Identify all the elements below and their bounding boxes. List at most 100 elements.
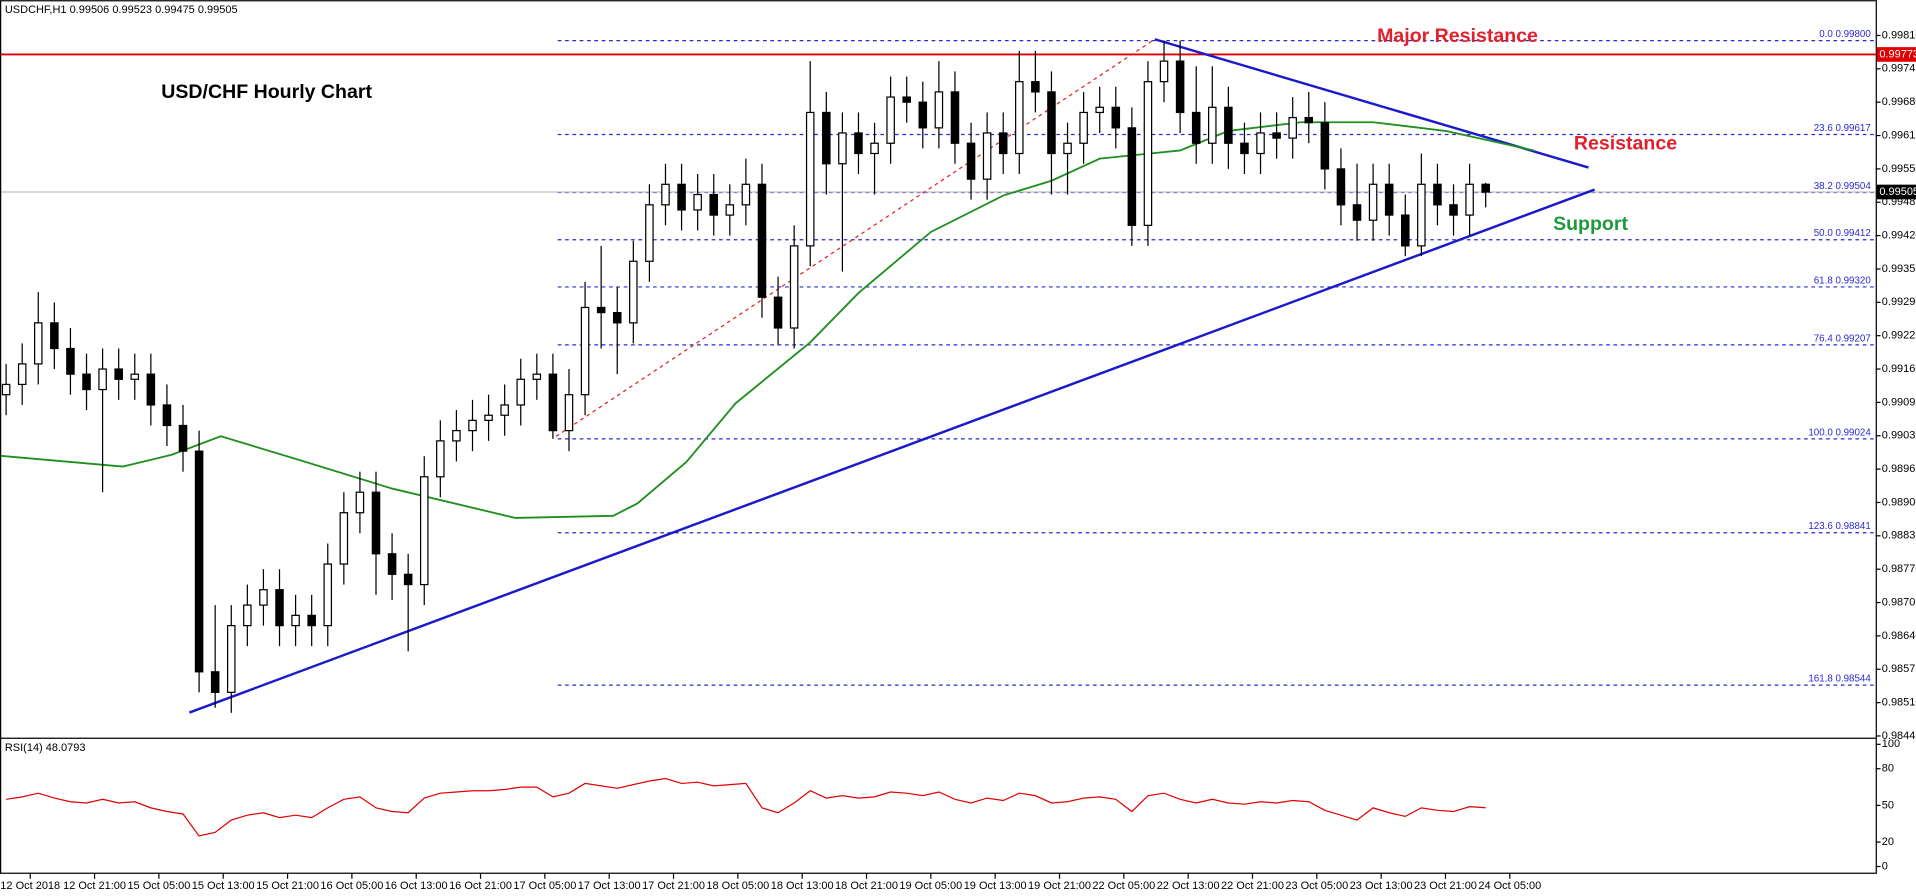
candle-body: [902, 96, 911, 103]
x-tick-label: 16 Oct 21:00: [449, 880, 512, 892]
candle-body: [1288, 116, 1297, 139]
candle-body: [1481, 183, 1490, 193]
fibonacci-label: 161.8 0.98544: [1808, 674, 1871, 685]
fibonacci-label: 38.2 0.99504: [1814, 181, 1872, 192]
annotation: Major Resistance: [1377, 25, 1538, 47]
x-tick-label: 22 Oct 13:00: [1157, 880, 1220, 892]
y-tick-label: 0.98835: [1882, 530, 1916, 542]
candle-body: [596, 306, 606, 314]
candle-body: [275, 589, 284, 627]
x-tick-label: 17 Oct 13:00: [578, 880, 641, 892]
chart-title: USD/CHF Hourly Chart: [161, 81, 372, 103]
candle-body: [98, 368, 107, 391]
fibonacci-label: 100.0 0.99024: [1808, 427, 1871, 438]
rsi-tick-label: 50: [1882, 799, 1894, 811]
candle-body: [178, 424, 188, 452]
candle-body: [1208, 106, 1217, 144]
fibonacci-base-line: [555, 38, 1156, 437]
annotation: Support: [1553, 213, 1628, 235]
candle-body: [355, 491, 365, 514]
x-tick-label: 15 Oct 13:00: [192, 880, 255, 892]
candle-body: [1063, 142, 1072, 155]
y-tick-label: 0.98445: [1882, 730, 1916, 742]
candle-body: [1031, 81, 1040, 93]
fibonacci-label: 76.4 0.99207: [1814, 333, 1871, 344]
x-tick-label: 22 Oct 21:00: [1221, 880, 1284, 892]
rsi-line: [6, 777, 1486, 837]
candle-body: [403, 573, 413, 586]
price-box-label: 0.99505: [1879, 186, 1916, 198]
candle-body: [789, 245, 799, 329]
y-tick-label: 0.98965: [1882, 463, 1916, 475]
candle-body: [966, 142, 976, 180]
plot-frame: [0, 0, 1877, 874]
x-tick-label: 18 Oct 13:00: [771, 880, 834, 892]
x-tick-label: 19 Oct 21:00: [1028, 880, 1091, 892]
candle-body: [130, 373, 140, 380]
y-tick-label: 0.99615: [1882, 129, 1916, 141]
fibonacci-label: 23.6 0.99617: [1814, 123, 1871, 134]
candle-body: [323, 563, 333, 627]
candle-body: [886, 96, 895, 144]
candle-body: [532, 373, 542, 380]
candle-body: [66, 347, 75, 375]
y-tick-label: 0.99095: [1882, 396, 1916, 408]
x-tick-label: 12 Oct 21:00: [63, 880, 126, 892]
candle-body: [1127, 127, 1137, 226]
candle-body: [870, 142, 879, 155]
fibonacci-label: 61.8 0.99320: [1814, 275, 1872, 286]
candle-body: [243, 604, 252, 627]
candle-body: [725, 204, 735, 216]
candle-body: [50, 322, 59, 350]
candle-body: [1449, 204, 1458, 216]
rsi-tick-label: 0: [1882, 860, 1888, 872]
y-tick-label: 0.98575: [1882, 663, 1916, 675]
candle-body: [950, 91, 960, 144]
x-tick-label: 15 Oct 21:00: [256, 880, 319, 892]
candle-body: [82, 373, 91, 391]
rsi-tick-label: 80: [1882, 763, 1894, 775]
candle-body: [1433, 183, 1442, 206]
candle-body: [1417, 183, 1426, 247]
candle-body: [548, 373, 558, 432]
candle-body: [419, 476, 429, 586]
candle-body: [998, 132, 1008, 155]
candle-body: [1400, 214, 1410, 247]
candle-body: [934, 91, 944, 129]
x-tick-label: 22 Oct 05:00: [1092, 880, 1155, 892]
candle-body: [1047, 91, 1056, 155]
candle-body: [259, 589, 268, 606]
x-tick-label: 23 Oct 13:00: [1350, 880, 1413, 892]
x-tick-label: 18 Oct 05:00: [706, 880, 769, 892]
candle-body: [709, 193, 719, 216]
candle-body: [500, 404, 509, 416]
candle-body: [1352, 204, 1362, 221]
x-tick-label: 19 Oct 13:00: [964, 880, 1027, 892]
rsi-title: RSI(14) 48.0793: [5, 742, 86, 754]
candle-body: [226, 625, 236, 693]
candle-body: [307, 614, 316, 627]
candle-body: [484, 414, 493, 421]
candle-body: [436, 440, 445, 478]
y-tick-label: 0.99355: [1882, 263, 1916, 275]
candle-body: [17, 363, 27, 386]
y-tick-label: 0.99745: [1882, 63, 1916, 75]
price-box: [1876, 184, 1916, 200]
x-tick-label: 15 Oct 05:00: [127, 880, 190, 892]
candle-body: [822, 111, 831, 165]
candle-body: [33, 322, 43, 365]
candle-body: [1079, 111, 1088, 144]
candle-body: [1175, 60, 1185, 114]
y-tick-label: 0.99225: [1882, 330, 1916, 342]
candle-body: [1368, 183, 1378, 221]
x-tick-label: 24 Oct 05:00: [1478, 880, 1541, 892]
